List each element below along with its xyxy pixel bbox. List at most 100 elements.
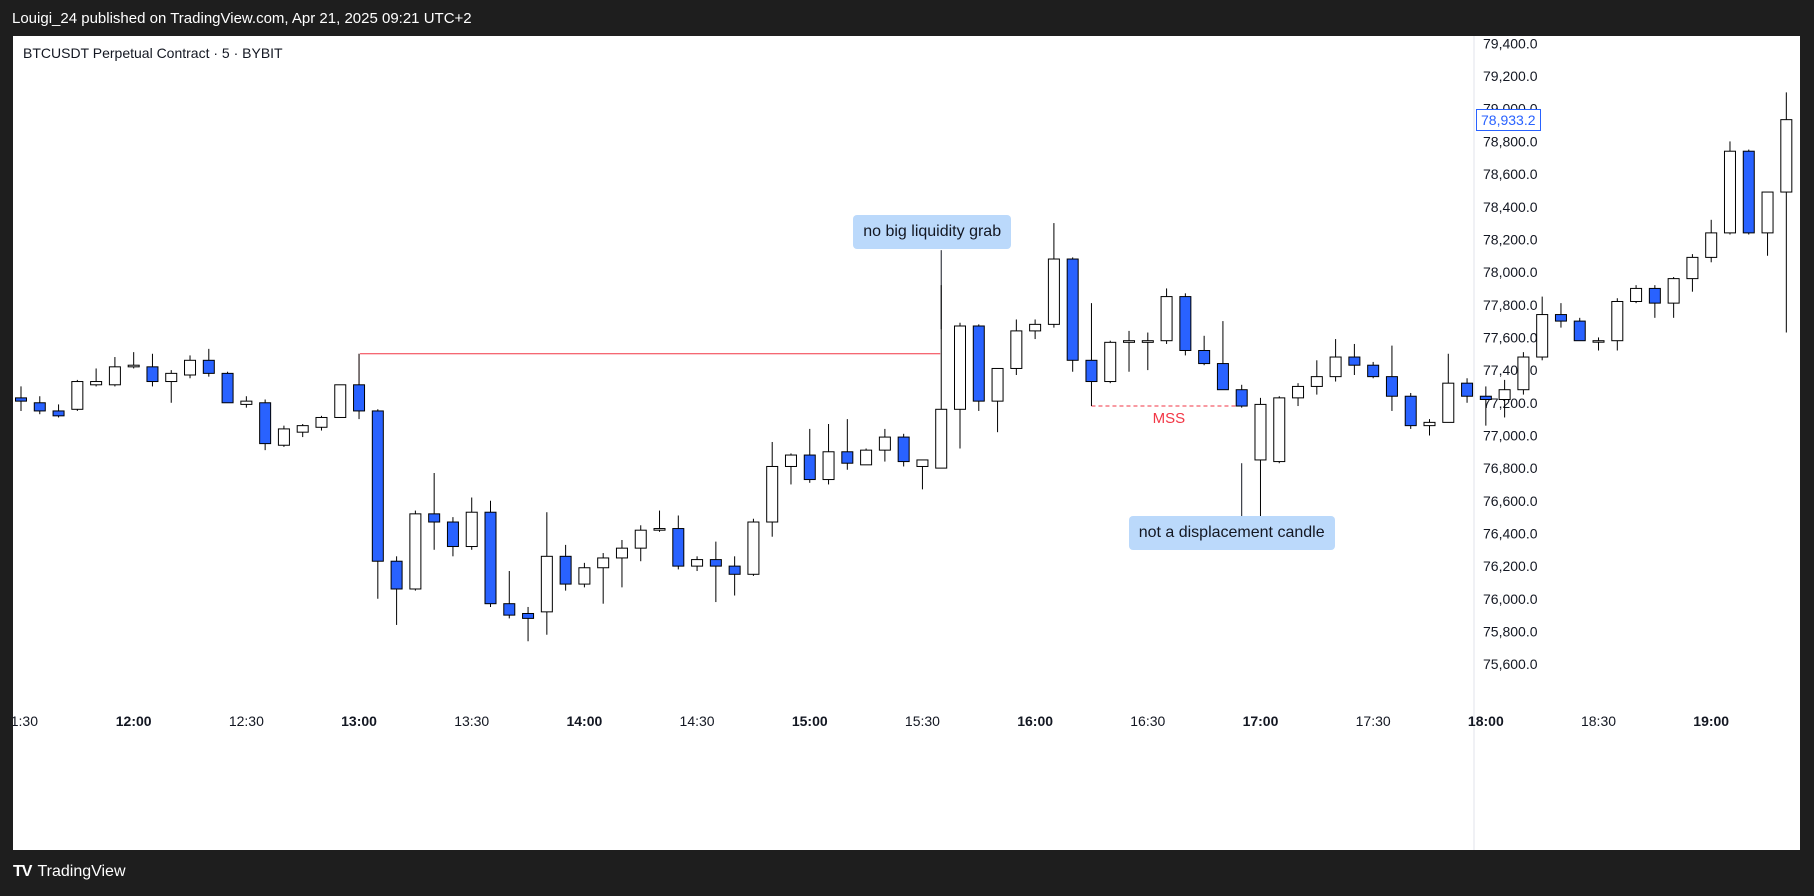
candle (634, 525, 647, 562)
candle (184, 355, 197, 379)
y-tick-label: 78,400.0 (1483, 199, 1538, 215)
candle-body (108, 366, 121, 386)
y-tick-label: 76,400.0 (1483, 525, 1538, 541)
candle (841, 419, 854, 470)
candle (1029, 319, 1042, 340)
candle-body (465, 511, 478, 548)
candle-body (1123, 340, 1136, 343)
candle-body (1780, 119, 1793, 193)
candle (1329, 339, 1342, 382)
candle-body (1367, 364, 1380, 378)
candle (353, 353, 366, 420)
candle-body (916, 459, 929, 467)
candle-body (578, 567, 591, 585)
x-tick-label: 18:30 (1581, 713, 1616, 729)
candle-body (1292, 385, 1305, 399)
candle (522, 606, 535, 642)
x-tick-label: 17:30 (1356, 713, 1391, 729)
candle-body (1536, 314, 1549, 358)
candle (1517, 352, 1530, 395)
candle (465, 497, 478, 550)
x-tick-label: 16:30 (1130, 713, 1165, 729)
candle (484, 500, 497, 607)
x-tick-label: 12:00 (116, 713, 152, 729)
chart-panel[interactable]: 79,400.079,200.079,000.078,800.078,600.0… (13, 36, 1800, 850)
candle-body (559, 555, 572, 585)
candle (1160, 288, 1173, 344)
candle (653, 510, 666, 532)
candle (1273, 396, 1286, 464)
candle-body (71, 381, 84, 410)
candle-body (484, 511, 497, 605)
candle-body (1254, 403, 1267, 461)
callout-liquidity-grab[interactable]: no big liquidity grab (853, 215, 1012, 250)
candle-body (221, 372, 234, 404)
candle-body (1385, 376, 1398, 397)
callout-displacement[interactable]: not a displacement candle (1128, 516, 1335, 551)
y-tick-label: 79,400.0 (1483, 36, 1538, 51)
x-tick-label: 18:00 (1468, 713, 1504, 729)
candle (409, 510, 422, 591)
candle (334, 384, 347, 418)
y-tick-label: 75,800.0 (1483, 623, 1538, 639)
candle-body (784, 454, 797, 467)
candle-body (1498, 389, 1511, 401)
candle-body (184, 359, 197, 376)
candle (296, 424, 309, 438)
candle-body (747, 521, 760, 575)
candle-body (597, 557, 610, 569)
candle (766, 441, 779, 537)
candle-body (33, 402, 46, 412)
tradingview-logo-text: TradingView (37, 863, 126, 880)
candle (240, 396, 253, 408)
candle-body (897, 436, 910, 463)
y-tick-label: 78,600.0 (1483, 166, 1538, 182)
candle-body (1423, 421, 1436, 427)
candle (1310, 360, 1323, 395)
y-tick-label: 77,800.0 (1483, 297, 1538, 313)
candle-body (1160, 296, 1173, 342)
candlestick-chart[interactable]: 79,400.079,200.079,000.078,800.078,600.0… (13, 36, 1800, 850)
candle (1123, 330, 1136, 372)
candle (1010, 319, 1023, 376)
candle (1742, 149, 1755, 235)
candle-body (202, 359, 215, 374)
candle (127, 352, 140, 369)
x-tick-label: 14:00 (566, 713, 602, 729)
x-tick-label: 12:30 (229, 713, 264, 729)
x-tick-label: 15:00 (792, 713, 828, 729)
candle (503, 571, 516, 619)
candle (1705, 219, 1718, 263)
candle-body (1667, 278, 1680, 304)
candle (615, 539, 628, 588)
candle-body (1442, 382, 1455, 423)
candle-body (1235, 389, 1248, 407)
candle-body (1104, 341, 1117, 383)
candle-body (1141, 340, 1154, 343)
candle (315, 415, 328, 431)
candle (202, 348, 215, 377)
candle-body (615, 547, 628, 559)
candle (1104, 340, 1117, 384)
candle-body (1573, 320, 1586, 342)
candle (1479, 386, 1492, 426)
candle (954, 322, 966, 449)
candle (691, 556, 704, 572)
candle-body (240, 400, 253, 405)
y-tick-label: 78,800.0 (1483, 133, 1538, 149)
x-tick-label: 16:00 (1017, 713, 1053, 729)
candle-body (277, 428, 290, 446)
candle-body (691, 559, 704, 567)
candle (259, 399, 272, 451)
candle (1498, 379, 1511, 418)
candle (221, 371, 234, 404)
tradingview-logo[interactable]: TV TradingView (13, 863, 126, 881)
candle-body (860, 449, 873, 466)
mss-label: MSS (1152, 410, 1186, 428)
y-tick-label: 76,200.0 (1483, 558, 1538, 574)
candle (1385, 345, 1398, 411)
candle-body (1630, 287, 1643, 302)
candle-body (672, 528, 685, 567)
candle-body (803, 454, 816, 481)
candle-body (1273, 397, 1286, 463)
